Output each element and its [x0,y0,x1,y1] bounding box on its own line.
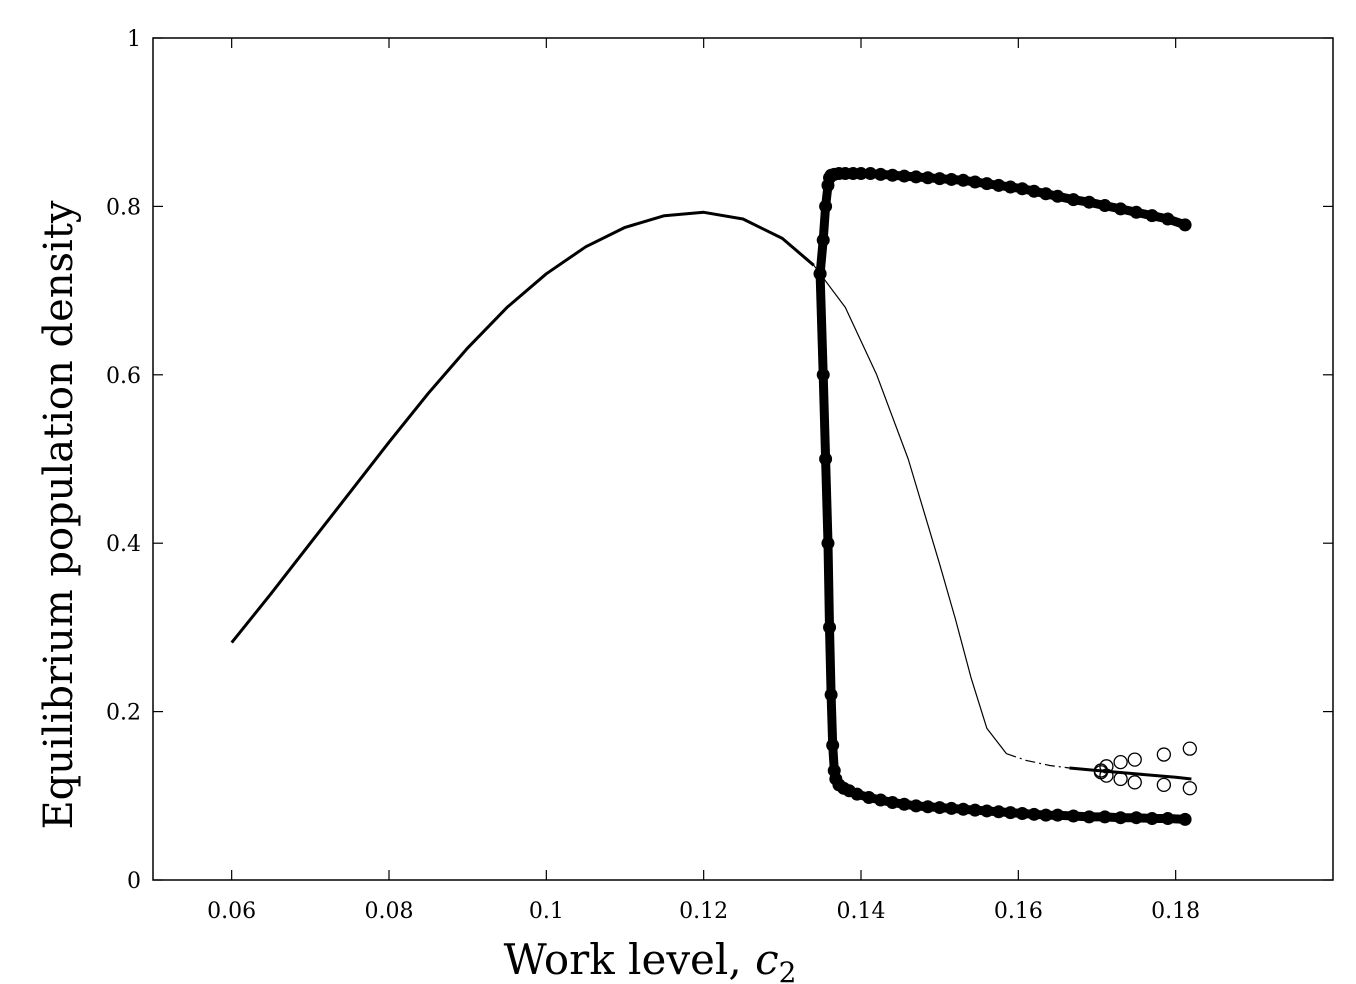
filled-marker [1066,809,1080,823]
filled-marker [909,170,923,184]
filled-marker [862,790,876,804]
filled-marker [992,178,1006,192]
open-marker [1156,747,1172,762]
filled-marker [863,167,877,181]
x-tick-label: 0.14 [837,899,886,924]
filled-marker [956,173,970,187]
filled-marker [1051,189,1065,203]
plot-area [230,167,1197,826]
filled-marker [933,801,947,815]
filled-marker [1027,807,1041,821]
filled-marker [1161,812,1175,826]
filled-marker [968,803,982,817]
y-tick-label: 0.6 [106,364,141,389]
x-axis-title-subscript: 2 [779,956,797,984]
filled-marker [1027,184,1041,198]
filled-marker [1003,806,1017,820]
filled-marker [1114,811,1128,825]
filled-marker [1082,195,1096,209]
filled-marker [874,167,888,181]
x-axis-title-symbol: c [755,935,779,984]
open-marker [1182,741,1197,756]
filled-marker [1178,812,1192,826]
filled-marker [874,793,888,807]
y-tick-label: 1 [127,27,141,52]
open-marker [1182,781,1197,796]
axes: 0.06 0.08 0.1 0.12 0.14 0.16 0.18 0 0.2 0.4 0.6 0.8… [106,27,1334,924]
filled-marker [956,802,970,816]
filled-marker [1098,199,1112,213]
filled-marker [823,620,837,634]
filled-marker [819,452,833,466]
y-tick-label: 0.2 [106,701,141,726]
filled-marker [885,168,899,182]
filled-marker [992,805,1006,819]
open-marker [1156,777,1172,793]
filled-marker [816,368,830,382]
filled-marker [1161,212,1175,226]
filled-marker [897,169,911,183]
filled-marker [854,167,868,181]
open-marker [1113,754,1128,770]
filled-marker [933,172,947,186]
filled-marker [1051,808,1065,822]
open-marker [1099,768,1114,783]
filled-marker [1129,205,1143,219]
filled-marker [821,536,835,550]
series-line-3 [1069,766,1192,781]
filled-marker [1098,810,1112,824]
x-axis-title-text: Work level, [504,935,756,984]
filled-marker [1145,209,1159,223]
filled-marker [1129,811,1143,825]
filled-marker [1015,806,1029,820]
filled-marker [816,233,830,247]
filled-marker [824,688,838,702]
x-tick-label: 0.06 [207,899,256,924]
filled-marker [921,171,935,185]
x-tick-label: 0.08 [365,899,414,924]
filled-marker [921,800,935,814]
filled-marker [944,801,958,815]
filled-marker [813,267,827,281]
filled-marker [1145,812,1159,826]
y-tick-label: 0 [127,869,141,894]
x-tick-label: 0.1 [529,899,564,924]
series-line-1 [813,264,1007,755]
filled-marker [1039,808,1053,822]
x-tick-label: 0.18 [1151,899,1200,924]
x-axis-title: Work level, c2 [504,935,797,984]
branch-band-4 [815,269,1190,824]
y-tick-label: 0.8 [106,195,141,220]
filled-marker [1003,180,1017,194]
filled-marker [885,796,899,810]
open-marker [1127,775,1142,790]
filled-marker [819,199,833,213]
y-axis-title: Equilibrium population density [36,200,82,829]
filled-marker [1015,182,1029,196]
filled-marker [980,804,994,818]
filled-marker [850,787,864,801]
plot-frame [152,37,1334,881]
series-line-0 [230,210,815,644]
open-marker [1127,752,1142,767]
filled-marker [980,177,994,191]
x-tick-label: 0.12 [679,899,728,924]
filled-marker [1066,193,1080,207]
filled-marker [1039,187,1053,201]
filled-marker [1178,218,1192,232]
series-line-2 [1006,753,1070,769]
filled-marker [1082,810,1096,824]
filled-marker [1114,202,1128,216]
filled-marker [909,799,923,813]
filled-marker [826,738,840,752]
filled-marker [897,797,911,811]
filled-marker [968,175,982,189]
y-tick-label: 0.4 [106,532,141,557]
x-tick-label: 0.16 [994,899,1043,924]
open-marker [1113,771,1128,787]
filled-marker [944,172,958,186]
